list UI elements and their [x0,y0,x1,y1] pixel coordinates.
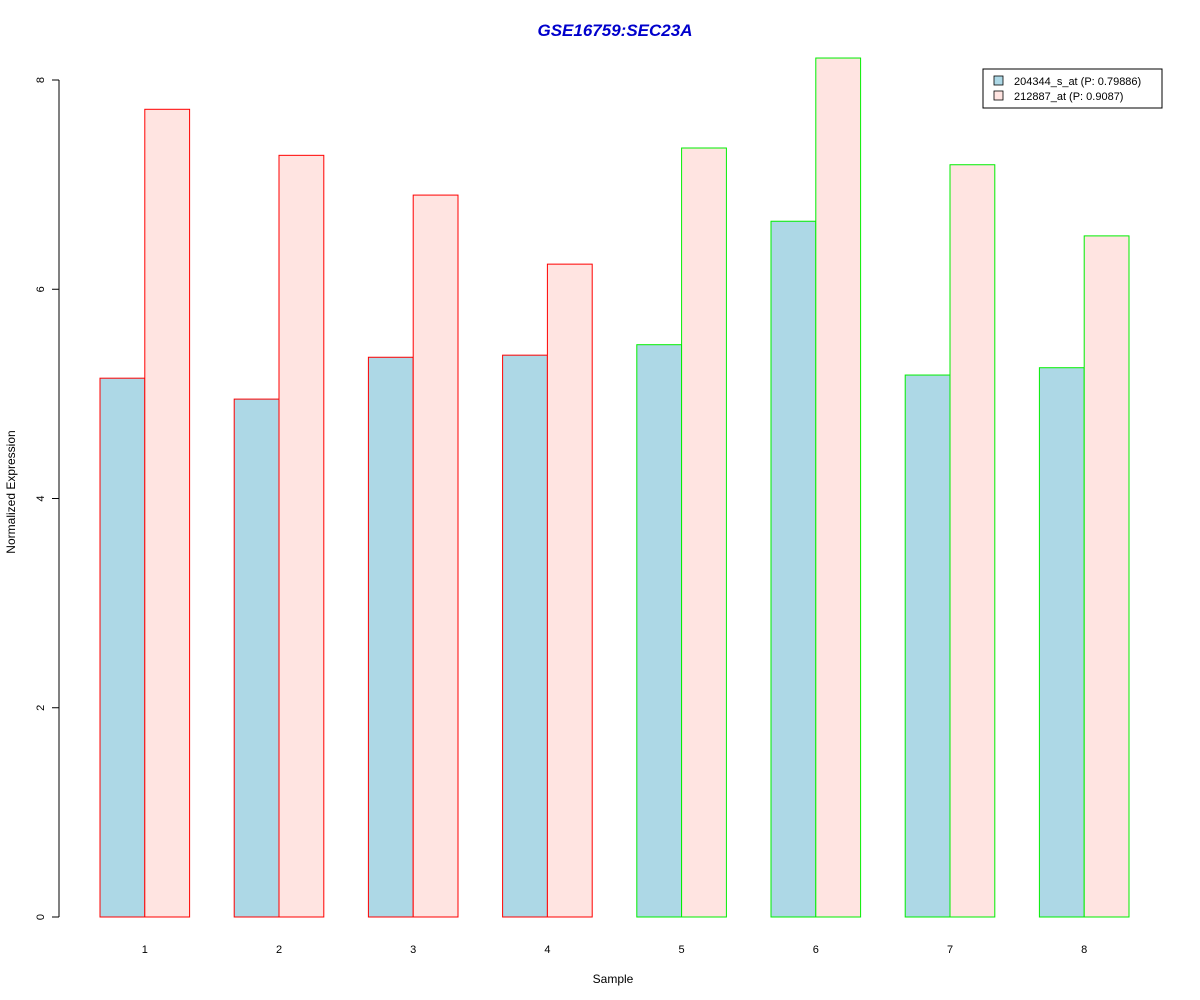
bar-sample-4-series-1 [502,354,548,918]
x-tick-label: 8 [1081,944,1087,956]
bar-sample-7-series-2 [949,164,996,918]
bar-sample-8-series-2 [1083,235,1130,918]
x-tick-labels: 1 2 3 4 5 6 7 8 [142,944,1088,956]
legend-box [982,68,1163,109]
legend-swatch-series-2 [993,90,1004,101]
legend-swatch-series-1 [993,75,1004,86]
x-tick-label: 6 [813,944,819,956]
x-tick-label: 1 [142,944,148,956]
x-tick-label: 4 [544,944,550,956]
bar-sample-4-series-2 [546,263,593,918]
x-axis-label: Sample [593,972,634,986]
y-tick-label: 2 [35,705,47,711]
x-tick-label: 5 [679,944,685,956]
legend-label-series-1: 204344_s_at (P: 0.79886) [1014,76,1141,88]
y-tick-label: 4 [35,495,47,501]
bar-sample-7-series-1 [904,374,951,918]
chart-title: GSE16759:SEC23A [538,21,693,40]
bar-sample-1-series-1 [99,377,146,918]
y-axis: 0 2 4 6 8 [35,77,60,920]
bar-sample-8-series-1 [1038,367,1085,918]
y-tick-label: 6 [35,286,47,292]
x-tick-label: 3 [410,944,416,956]
legend-label-series-2: 212887_at (P: 0.9087) [1014,91,1123,103]
bar-sample-2-series-1 [233,398,280,918]
y-axis-label: Normalized Expression [4,430,18,553]
bar-sample-5-series-2 [681,147,727,918]
bar-sample-1-series-2 [144,108,191,918]
y-tick-label: 0 [35,914,47,920]
bar-sample-3-series-2 [412,194,459,918]
x-tick-label: 2 [276,944,282,956]
bar-sample-6-series-1 [770,220,817,918]
bars [99,57,1130,918]
bar-sample-5-series-1 [636,344,683,918]
x-tick-label: 7 [947,944,953,956]
legend: 204344_s_at (P: 0.79886) 212887_at (P: 0… [982,68,1163,109]
bar-sample-6-series-2 [815,57,862,918]
bar-sample-3-series-1 [367,356,414,918]
y-tick-label: 8 [35,77,47,83]
bar-sample-2-series-2 [278,154,325,918]
